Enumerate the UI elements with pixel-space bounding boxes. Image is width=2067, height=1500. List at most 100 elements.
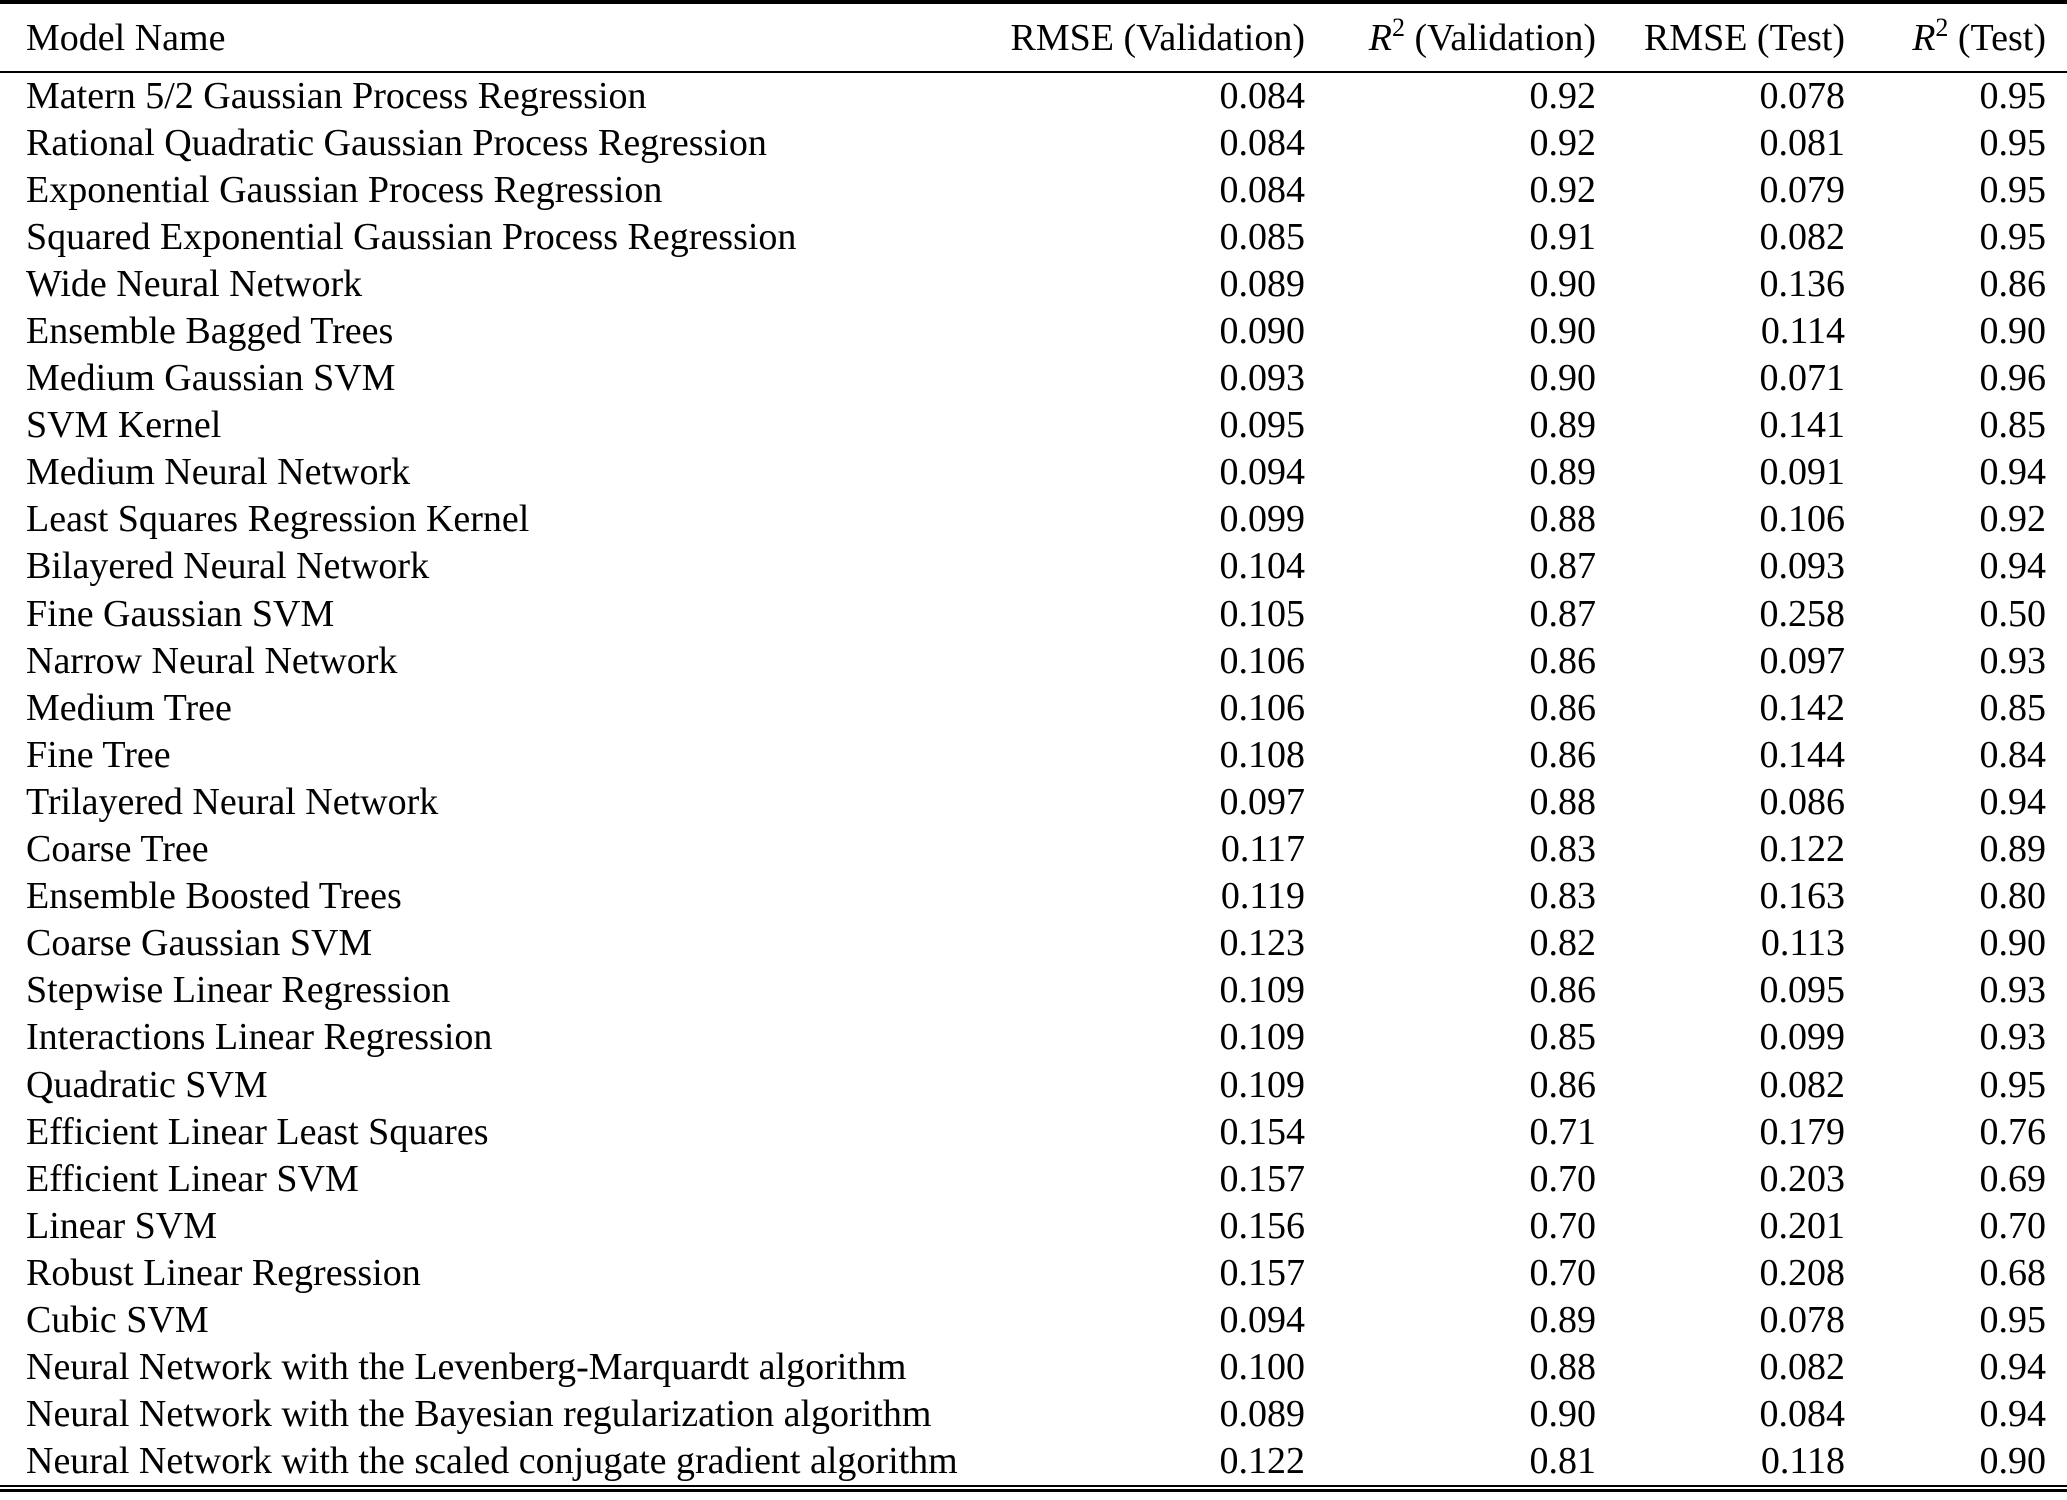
model-name-cell: Neural Network with the scaled conjugate… xyxy=(26,1440,958,1483)
rmse-validation-cell: 0.089 xyxy=(1219,262,1306,305)
model-name-cell: Coarse Gaussian SVM xyxy=(26,922,373,965)
rmse-validation-cell: 0.090 xyxy=(1219,310,1306,353)
r2-test-cell: 0.93 xyxy=(1979,1016,2047,1059)
r2-test-cell: 0.90 xyxy=(1979,922,2047,965)
table-row: Rational Quadratic Gaussian Process Regr… xyxy=(0,119,2067,166)
r2-test-cell: 0.93 xyxy=(1979,639,2047,682)
rmse-test-cell: 0.201 xyxy=(1759,1204,1846,1247)
table-row: Coarse Gaussian SVM 0.123 0.82 0.113 0.9… xyxy=(0,920,2067,967)
r2-test-cell: 0.90 xyxy=(1979,1440,2047,1483)
rmse-test-cell: 0.113 xyxy=(1760,922,1845,965)
model-name-cell: Exponential Gaussian Process Regression xyxy=(26,168,663,211)
rmse-validation-cell: 0.119 xyxy=(1220,875,1305,918)
table-header: Model Name RMSE (Validation) R2 (Validat… xyxy=(0,2,2067,73)
table-row: Matern 5/2 Gaussian Process Regression 0… xyxy=(0,72,2067,119)
rmse-validation-cell: 0.156 xyxy=(1219,1204,1306,1247)
r2-test-cell: 0.95 xyxy=(1979,75,2047,118)
r2-test-cell: 0.94 xyxy=(1979,545,2047,588)
model-name-cell: Interactions Linear Regression xyxy=(26,1016,493,1059)
rmse-test-cell: 0.141 xyxy=(1759,404,1846,447)
rmse-validation-cell: 0.122 xyxy=(1219,1440,1306,1483)
rmse-test-cell: 0.095 xyxy=(1759,969,1846,1012)
table-row: Robust Linear Regression 0.157 0.70 0.20… xyxy=(0,1249,2067,1296)
column-header-rmse-test: RMSE (Test) xyxy=(1596,2,1845,73)
rmse-test-cell: 0.078 xyxy=(1759,1298,1846,1341)
r2-test-cell: 0.92 xyxy=(1979,498,2047,541)
r2-validation-cell: 0.86 xyxy=(1529,969,1597,1012)
table-header-row: Model Name RMSE (Validation) R2 (Validat… xyxy=(0,2,2067,73)
rmse-test-cell: 0.142 xyxy=(1759,686,1846,729)
rmse-validation-cell: 0.123 xyxy=(1219,922,1306,965)
model-name-cell: Medium Neural Network xyxy=(26,451,411,494)
r2-test-cell: 0.95 xyxy=(1979,1298,2047,1341)
r2-validation-suffix: (Validation) xyxy=(1404,16,1596,59)
rmse-validation-cell: 0.157 xyxy=(1219,1157,1306,1200)
column-header-r2-test: R2 (Test) xyxy=(1845,2,2067,73)
rmse-validation-cell: 0.100 xyxy=(1219,1346,1306,1389)
rmse-validation-cell: 0.089 xyxy=(1219,1393,1306,1436)
rmse-test-cell: 0.258 xyxy=(1759,592,1846,635)
model-name-cell: Stepwise Linear Regression xyxy=(26,969,451,1012)
rmse-validation-cell: 0.099 xyxy=(1219,498,1306,541)
table-row: Fine Gaussian SVM 0.105 0.87 0.258 0.50 xyxy=(0,590,2067,637)
table-row: Efficient Linear SVM 0.157 0.70 0.203 0.… xyxy=(0,1155,2067,1202)
rmse-test-cell: 0.091 xyxy=(1759,451,1846,494)
r2-test-cell: 0.89 xyxy=(1979,828,2047,871)
model-name-cell: Matern 5/2 Gaussian Process Regression xyxy=(26,75,647,118)
r2-test-cell: 0.94 xyxy=(1979,1393,2047,1436)
table-row: Exponential Gaussian Process Regression … xyxy=(0,166,2067,213)
model-name-cell: Ensemble Boosted Trees xyxy=(26,875,402,918)
rmse-test-cell: 0.114 xyxy=(1760,310,1845,353)
r2-validation-cell: 0.85 xyxy=(1529,1016,1597,1059)
r2-validation-cell: 0.71 xyxy=(1529,1110,1597,1153)
table-bottom-double-rule xyxy=(0,1484,2067,1492)
model-name-cell: Neural Network with the Levenberg-Marqua… xyxy=(26,1346,907,1389)
model-name-cell: Medium Tree xyxy=(26,686,232,729)
r2-test-cell: 0.50 xyxy=(1979,592,2047,635)
r2-test-cell: 0.93 xyxy=(1979,969,2047,1012)
rmse-validation-cell: 0.094 xyxy=(1219,451,1306,494)
model-name-cell: Bilayered Neural Network xyxy=(26,545,430,588)
rmse-validation-cell: 0.106 xyxy=(1219,639,1306,682)
r2-test-cell: 0.80 xyxy=(1979,875,2047,918)
r2-validation-cell: 0.87 xyxy=(1529,592,1597,635)
rmse-test-cell: 0.163 xyxy=(1759,875,1846,918)
rmse-test-cell: 0.097 xyxy=(1759,639,1846,682)
rmse-test-cell: 0.082 xyxy=(1759,1346,1846,1389)
model-name-cell: Trilayered Neural Network xyxy=(26,780,439,823)
model-name-cell: Quadratic SVM xyxy=(26,1063,268,1106)
rmse-validation-cell: 0.106 xyxy=(1219,686,1306,729)
r2-test-cell: 0.69 xyxy=(1979,1157,2047,1200)
r2-test-cell: 0.90 xyxy=(1979,310,2047,353)
table-row: Least Squares Regression Kernel 0.099 0.… xyxy=(0,496,2067,543)
rmse-validation-cell: 0.108 xyxy=(1219,733,1306,776)
model-name-cell: Robust Linear Regression xyxy=(26,1251,421,1294)
table-row: Wide Neural Network 0.089 0.90 0.136 0.8… xyxy=(0,260,2067,307)
r2-test-cell: 0.86 xyxy=(1979,262,2047,305)
r2-test-cell: 0.76 xyxy=(1979,1110,2047,1153)
table-row: Narrow Neural Network 0.106 0.86 0.097 0… xyxy=(0,637,2067,684)
rmse-test-cell: 0.179 xyxy=(1759,1110,1846,1153)
rmse-validation-cell: 0.084 xyxy=(1219,168,1306,211)
rmse-test-cell: 0.082 xyxy=(1759,1063,1846,1106)
table-row: Medium Tree 0.106 0.86 0.142 0.85 xyxy=(0,684,2067,731)
r2-validation-cell: 0.70 xyxy=(1529,1157,1597,1200)
r2-test-cell: 0.85 xyxy=(1979,686,2047,729)
r2-validation-cell: 0.86 xyxy=(1529,1063,1597,1106)
r2-test-cell: 0.94 xyxy=(1979,1346,2047,1389)
rmse-validation-cell: 0.105 xyxy=(1219,592,1306,635)
rmse-test-cell: 0.106 xyxy=(1759,498,1846,541)
table-row: Cubic SVM 0.094 0.89 0.078 0.95 xyxy=(0,1296,2067,1343)
rmse-test-cell: 0.081 xyxy=(1759,121,1846,164)
r2-validation-cell: 0.90 xyxy=(1529,262,1597,305)
r2-validation-cell: 0.88 xyxy=(1529,498,1597,541)
r2-validation-cell: 0.90 xyxy=(1529,357,1597,400)
table-body: Matern 5/2 Gaussian Process Regression 0… xyxy=(0,72,2067,1485)
r-symbol: R xyxy=(1368,16,1392,59)
r2-test-cell: 0.68 xyxy=(1979,1251,2047,1294)
model-name-cell: SVM Kernel xyxy=(26,404,222,447)
rmse-validation-cell: 0.157 xyxy=(1219,1251,1306,1294)
r2-test-cell: 0.96 xyxy=(1979,357,2047,400)
r2-test-cell: 0.95 xyxy=(1979,215,2047,258)
rmse-validation-cell: 0.084 xyxy=(1219,75,1306,118)
